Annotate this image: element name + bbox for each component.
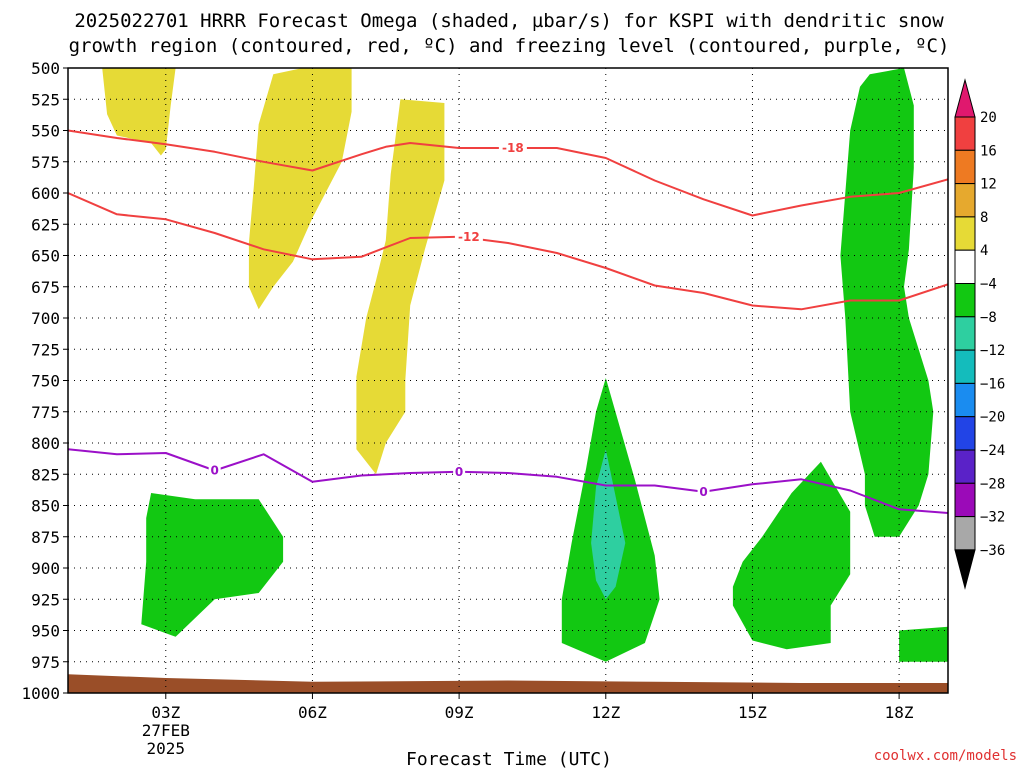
- x-tick-label-09Z: 09Z: [445, 703, 474, 722]
- omega-region-6: [732, 461, 851, 650]
- colorbar-label-10: −24: [980, 443, 1005, 459]
- colorbar-segment-6: [954, 316, 976, 351]
- x-tick-label-15Z: 15Z: [738, 703, 767, 722]
- contour-label-bg-freezing_level-1: [453, 464, 466, 479]
- colorbar-segment-1: [954, 149, 976, 185]
- colorbar-label-1: 16: [980, 143, 997, 159]
- contour-dgz_bottom: [68, 192, 948, 311]
- colorbar-segment-7: [954, 349, 976, 384]
- colorbar-segment-8: [954, 382, 976, 418]
- colorbar-label-11: −28: [980, 476, 1005, 492]
- y-tick-label-750: 750: [31, 372, 60, 391]
- colorbar-segment-9: [954, 416, 976, 451]
- colorbar: 20 16 12 8 4 −4 −8 −12 −16 −20 −24 −28 −32 −36: [954, 78, 1005, 590]
- chart-title-line1: 2025022701 HRRR Forecast Omega (shaded, …: [74, 10, 944, 32]
- plot-area: -18 -12 0 0 0 500 525 550 575 600 625 650 675 700 725 7…: [21, 59, 949, 758]
- colorbar-label-13: −36: [980, 543, 1005, 559]
- colorbar-segment-0: [954, 116, 976, 151]
- y-tick-label-550: 550: [31, 122, 60, 141]
- y-tick-label-525: 525: [31, 90, 60, 109]
- y-tick-label-875: 875: [31, 528, 60, 547]
- contour-label-dgz_bottom-0: -12: [458, 230, 480, 244]
- contour-label-freezing_level-1: 0: [455, 465, 463, 479]
- omega-region-3: [141, 493, 284, 637]
- y-tick-label-850: 850: [31, 497, 60, 516]
- y-tick-label-600: 600: [31, 184, 60, 203]
- x-tick-label-18Z: 18Z: [885, 703, 914, 722]
- y-tick-label-975: 975: [31, 653, 60, 672]
- contour-label-bg-dgz_top-0: [498, 141, 527, 155]
- colorbar-arrow-bottom: [954, 549, 976, 590]
- contour-label-freezing_level-2: 0: [699, 485, 707, 499]
- y-tick-label-575: 575: [31, 153, 60, 172]
- x-tick-label-03Z: 03Z: [151, 703, 180, 722]
- y-tick-label-700: 700: [31, 309, 60, 328]
- colorbar-segment-5: [954, 283, 976, 318]
- colorbar-label-4: 4: [980, 243, 988, 259]
- colorbar-label-0: 20: [980, 110, 997, 126]
- x-tick-label-12Z: 12Z: [591, 703, 620, 722]
- colorbar-segment-12: [954, 516, 976, 551]
- omega-region-0: [102, 68, 176, 156]
- contour-label-dgz_top-0: -18: [502, 141, 524, 155]
- surface-terrain: [68, 674, 948, 693]
- plot-inner: -18 -12 0 0 0: [68, 68, 948, 693]
- colorbar-segment-4: [954, 249, 976, 284]
- y-tick-label-775: 775: [31, 403, 60, 422]
- contour-label-bg-dgz_bottom-0: [454, 229, 483, 244]
- omega-region-5: [591, 449, 626, 600]
- contour-label-bg-freezing_level-0: [208, 463, 221, 478]
- colorbar-segment-11: [954, 482, 976, 518]
- omega-region-8: [899, 626, 948, 662]
- colorbar-label-2: 12: [980, 177, 997, 193]
- y-tick-label-925: 925: [31, 590, 60, 609]
- y-tick-label-825: 825: [31, 465, 60, 484]
- colorbar-arrow-top: [954, 78, 976, 118]
- contour-dgz_top: [68, 129, 948, 217]
- x-tick-year-03Z: 2025: [147, 739, 186, 758]
- chart-title-line2: growth region (contoured, red, ºC) and f…: [69, 35, 950, 57]
- omega-region-1: [248, 68, 352, 310]
- credit-text: coolwx.com/models: [874, 748, 1017, 764]
- contour-label-bg-freezing_level-2: [697, 484, 710, 499]
- colorbar-segment-3: [954, 216, 976, 251]
- y-tick-label-725: 725: [31, 340, 60, 359]
- omega-region-7: [840, 68, 934, 537]
- y-tick-label-625: 625: [31, 215, 60, 234]
- colorbar-label-7: −12: [980, 343, 1005, 359]
- y-tick-label-675: 675: [31, 278, 60, 297]
- y-tick-label-950: 950: [31, 622, 60, 641]
- colorbar-label-12: −32: [980, 510, 1005, 526]
- colorbar-label-3: 8: [980, 210, 988, 226]
- omega-region-2: [356, 99, 445, 475]
- colorbar-label-8: −16: [980, 376, 1005, 392]
- y-tick-label-1000: 1000: [21, 684, 60, 703]
- y-tick-label-650: 650: [31, 247, 60, 266]
- x-axis-label: Forecast Time (UTC): [406, 749, 612, 768]
- contour-label-freezing_level-0: 0: [210, 464, 218, 478]
- y-tick-label-500: 500: [31, 59, 60, 78]
- colorbar-label-5: −4: [980, 277, 997, 293]
- colorbar-label-6: −8: [980, 310, 997, 326]
- colorbar-label-9: −20: [980, 410, 1005, 426]
- x-tick-label-06Z: 06Z: [298, 703, 327, 722]
- y-tick-label-800: 800: [31, 434, 60, 453]
- x-tick-date-03Z: 27FEB: [142, 721, 190, 740]
- colorbar-segment-2: [954, 183, 976, 218]
- colorbar-segment-10: [954, 449, 976, 484]
- y-tick-label-900: 900: [31, 559, 60, 578]
